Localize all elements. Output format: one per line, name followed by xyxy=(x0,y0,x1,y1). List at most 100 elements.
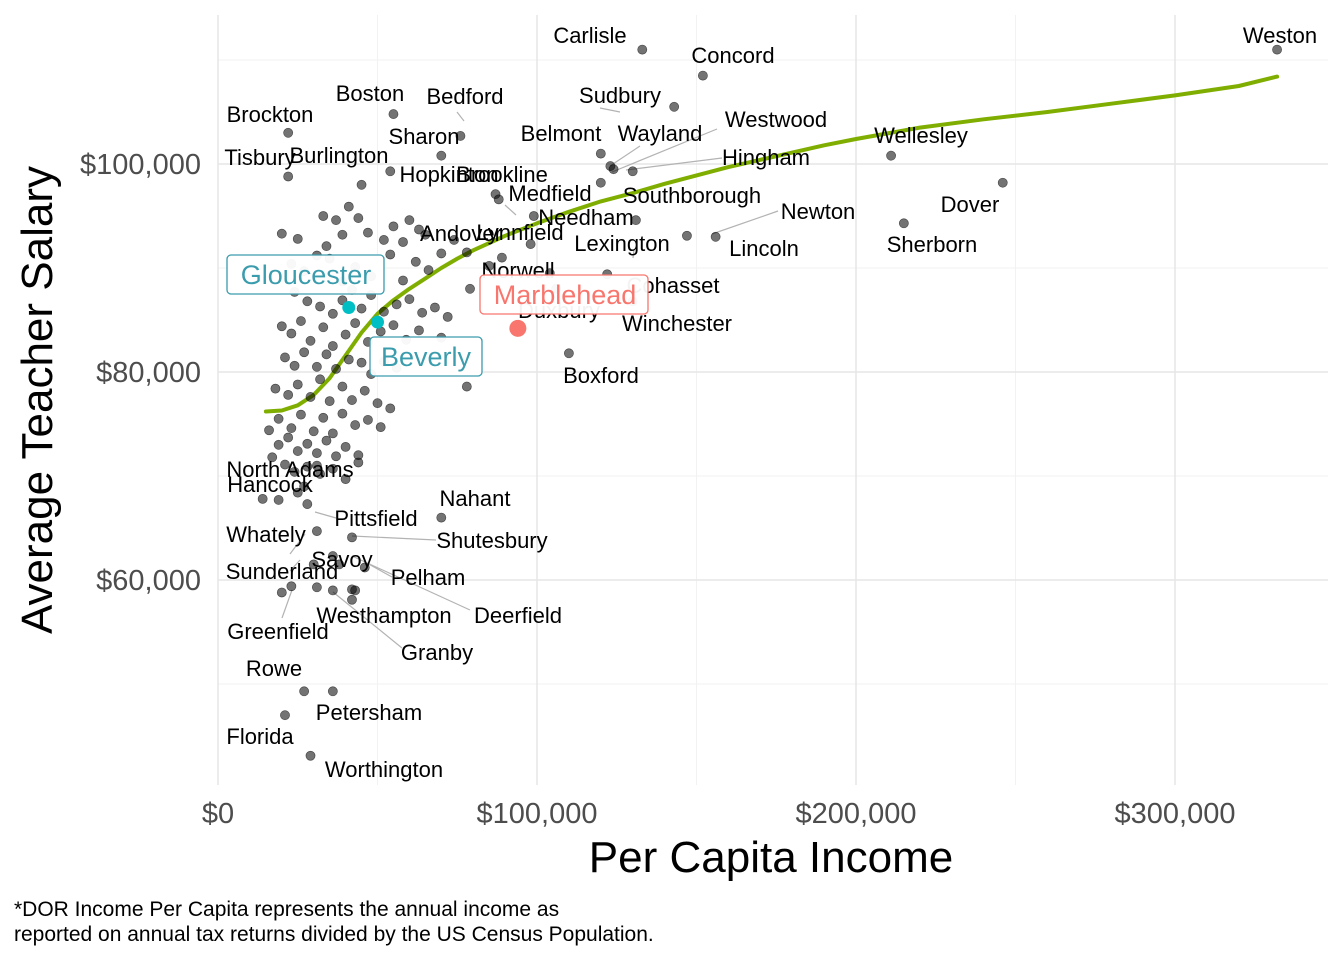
point-label: Petersham xyxy=(316,700,422,725)
data-point xyxy=(311,361,322,372)
chart-caption: *DOR Income Per Capita represents the an… xyxy=(14,897,654,947)
data-point xyxy=(378,235,389,245)
point-label: Lexington xyxy=(574,231,669,256)
data-point xyxy=(436,150,447,161)
data-point xyxy=(273,495,284,505)
leader-line xyxy=(625,157,723,171)
data-point xyxy=(363,414,373,425)
data-point xyxy=(363,227,373,238)
data-point xyxy=(350,318,361,329)
data-point xyxy=(292,487,303,498)
point-label: Boxford xyxy=(563,363,639,388)
data-point xyxy=(398,275,408,286)
point-label: Sharon xyxy=(389,124,460,149)
point-label: Hopkinton xyxy=(399,162,498,187)
point-label: Granby xyxy=(401,640,473,665)
data-point xyxy=(493,194,504,205)
data-point xyxy=(436,512,447,523)
data-point xyxy=(564,348,574,359)
point-label: Brockton xyxy=(227,102,314,127)
highlight-label-box xyxy=(479,274,649,315)
grid xyxy=(217,15,1328,785)
data-point xyxy=(337,408,348,419)
data-point xyxy=(710,231,721,242)
data-point xyxy=(372,398,383,409)
data-point xyxy=(347,395,357,405)
point-label: Tisbury xyxy=(224,145,295,170)
data-point xyxy=(305,392,316,402)
data-point xyxy=(270,383,281,394)
data-point xyxy=(337,381,348,392)
highlight-label: Beverly xyxy=(381,342,472,372)
x-axis-title: Per Capita Income xyxy=(589,833,953,882)
smooth-trend-line xyxy=(263,74,1280,414)
data-point xyxy=(449,235,459,245)
leader-line xyxy=(632,249,635,259)
point-label: Andover xyxy=(420,221,502,246)
data-point xyxy=(267,452,278,463)
data-point xyxy=(528,211,539,221)
y-tick-label: $100,000 xyxy=(80,149,201,181)
highlight-label-box xyxy=(369,336,483,377)
point-label: Lynnfield xyxy=(476,220,563,245)
highlighted-points: Marblehead Gloucester Beverly xyxy=(226,254,649,377)
x-tick-label: $200,000 xyxy=(796,798,917,830)
data-point xyxy=(388,221,399,232)
data-point xyxy=(311,448,322,459)
data-point xyxy=(359,385,370,396)
data-point xyxy=(385,403,396,414)
point-labels: Weston Carlisle Concord Sudbury Brockton Bost… xyxy=(224,23,1317,782)
data-point xyxy=(669,101,680,112)
leader-line xyxy=(504,204,517,216)
data-point xyxy=(299,481,310,492)
point-label: Belmont xyxy=(521,121,602,146)
data-point xyxy=(388,109,399,119)
leader-line xyxy=(351,555,471,611)
point-label: Southborough xyxy=(623,183,761,208)
data-point xyxy=(280,352,290,363)
data-point xyxy=(311,460,322,471)
data-point xyxy=(299,347,310,358)
data-point xyxy=(484,261,495,271)
data-point xyxy=(321,435,332,446)
point-label: Boston xyxy=(336,81,405,106)
point-label: Brookline xyxy=(456,162,548,187)
highlight-label: Marblehead xyxy=(494,280,637,310)
data-point xyxy=(497,252,507,263)
data-point xyxy=(305,750,316,761)
data-point xyxy=(327,686,338,697)
data-point xyxy=(595,148,606,159)
data-point xyxy=(327,428,338,439)
point-label: Lincoln xyxy=(729,236,799,261)
point-label: Nahant xyxy=(440,486,511,511)
data-point xyxy=(343,201,354,212)
data-point xyxy=(350,420,361,430)
data-point xyxy=(318,211,329,221)
y-axis-title: Average Teacher Salary xyxy=(13,166,62,634)
point-label: Wayland xyxy=(618,121,703,146)
data-point xyxy=(410,256,421,267)
data-point xyxy=(595,177,606,188)
data-point xyxy=(289,360,300,371)
data-point xyxy=(286,581,297,592)
data-point xyxy=(302,461,313,472)
data-point xyxy=(283,171,294,182)
data-point xyxy=(283,389,294,400)
point-label: Burlington xyxy=(289,143,388,168)
leader-line xyxy=(351,535,437,541)
leader-line xyxy=(456,111,465,122)
data-point xyxy=(257,493,268,504)
data-point xyxy=(302,296,313,307)
data-point xyxy=(276,228,287,239)
data-point xyxy=(276,321,287,332)
data-point xyxy=(340,441,351,452)
data-point xyxy=(378,306,389,317)
point-label: Deerfield xyxy=(474,603,562,628)
data-point xyxy=(337,229,348,240)
point-label: Medfield xyxy=(508,181,591,206)
data-point xyxy=(292,233,303,244)
data-point xyxy=(420,229,431,240)
smooth-curve-layer xyxy=(263,74,1280,414)
leader-line xyxy=(711,210,779,235)
